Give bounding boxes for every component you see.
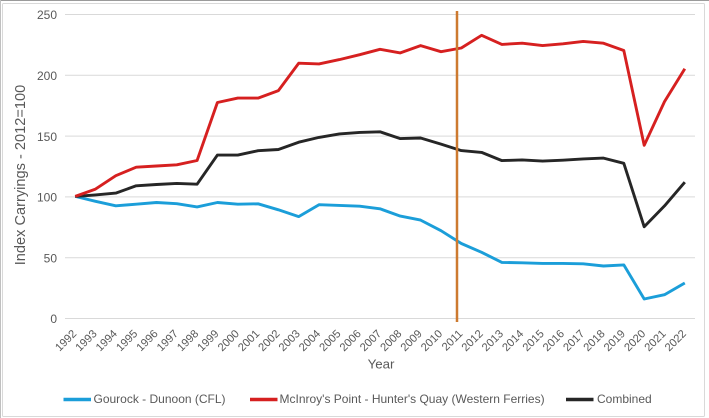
svg-text:100: 100 — [37, 191, 57, 205]
svg-text:Combined: Combined — [597, 392, 652, 406]
svg-text:Year: Year — [368, 357, 395, 372]
svg-text:Gourock - Dunoon (CFL): Gourock - Dunoon (CFL) — [94, 392, 226, 406]
svg-text:250: 250 — [37, 8, 57, 22]
svg-text:150: 150 — [37, 130, 57, 144]
svg-text:200: 200 — [37, 69, 57, 83]
svg-text:McInroy's Point - Hunter's Qua: McInroy's Point - Hunter's Quay (Western… — [280, 392, 545, 406]
svg-text:Index Carryings - 2012=100: Index Carryings - 2012=100 — [13, 85, 29, 266]
svg-text:50: 50 — [44, 251, 58, 265]
svg-text:0: 0 — [50, 312, 57, 326]
